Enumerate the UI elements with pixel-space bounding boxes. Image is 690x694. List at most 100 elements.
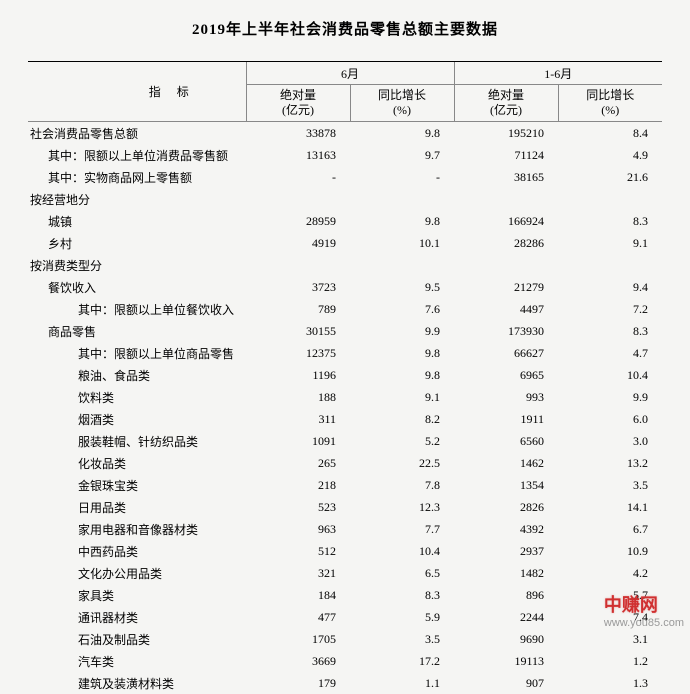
table-row: 社会消费品零售总额338789.81952108.4 — [28, 122, 662, 145]
cell-a2: 166924 — [454, 210, 558, 232]
cell-a1: 33878 — [246, 122, 350, 145]
cell-g2: 9.9 — [558, 386, 662, 408]
row-label: 石油及制品类 — [28, 628, 246, 650]
row-label: 粮油、食品类 — [28, 364, 246, 386]
table-row: 其中：限额以上单位餐饮收入7897.644977.2 — [28, 298, 662, 320]
cell-g2 — [558, 254, 662, 276]
row-label: 家用电器和音像器材类 — [28, 518, 246, 540]
cell-a2: 6965 — [454, 364, 558, 386]
cell-g1: 9.8 — [350, 342, 454, 364]
cell-g2: 10.9 — [558, 540, 662, 562]
cell-g2: 21.6 — [558, 166, 662, 188]
cell-a1: 188 — [246, 386, 350, 408]
cell-a1: 1196 — [246, 364, 350, 386]
row-label: 按经营地分 — [28, 188, 246, 210]
cell-g2: 1.2 — [558, 650, 662, 672]
cell-a2: 1482 — [454, 562, 558, 584]
table-row: 粮油、食品类11969.8696510.4 — [28, 364, 662, 386]
cell-a2: 4497 — [454, 298, 558, 320]
cell-g2: 4.7 — [558, 342, 662, 364]
row-label: 城镇 — [28, 210, 246, 232]
cell-a1: 477 — [246, 606, 350, 628]
table-row: 汽车类366917.2191131.2 — [28, 650, 662, 672]
table-row: 按消费类型分 — [28, 254, 662, 276]
table-row: 日用品类52312.3282614.1 — [28, 496, 662, 518]
page-title: 2019年上半年社会消费品零售总额主要数据 — [28, 18, 662, 39]
cell-a2: 9690 — [454, 628, 558, 650]
cell-a2 — [454, 254, 558, 276]
cell-g2: 14.1 — [558, 496, 662, 518]
cell-g1 — [350, 254, 454, 276]
cell-a2: 2244 — [454, 606, 558, 628]
cell-a1: 311 — [246, 408, 350, 430]
cell-a1 — [246, 188, 350, 210]
cell-g1: 3.5 — [350, 628, 454, 650]
table-row: 建筑及装潢材料类1791.19071.3 — [28, 672, 662, 694]
cell-a2: 19113 — [454, 650, 558, 672]
cell-a1: 30155 — [246, 320, 350, 342]
cell-g1: 17.2 — [350, 650, 454, 672]
cell-a1: 3723 — [246, 276, 350, 298]
cell-g2: 3.1 — [558, 628, 662, 650]
growth2-header: 同比增长(%) — [558, 85, 662, 122]
cell-g1: 9.7 — [350, 144, 454, 166]
cell-a1: 265 — [246, 452, 350, 474]
cell-a1: 512 — [246, 540, 350, 562]
cell-a2: 4392 — [454, 518, 558, 540]
abs2-header: 绝对量(亿元) — [454, 85, 558, 122]
cell-g2: 3.5 — [558, 474, 662, 496]
row-label: 汽车类 — [28, 650, 246, 672]
cell-a2: 2937 — [454, 540, 558, 562]
cell-a1: 184 — [246, 584, 350, 606]
cell-a1: 789 — [246, 298, 350, 320]
table-row: 其中：限额以上单位消费品零售额131639.7711244.9 — [28, 144, 662, 166]
cell-a1: 218 — [246, 474, 350, 496]
indicator-header: 指标 — [28, 62, 246, 122]
table-row: 餐饮收入37239.5212799.4 — [28, 276, 662, 298]
cell-a2 — [454, 188, 558, 210]
abs1-header: 绝对量(亿元) — [246, 85, 350, 122]
cell-g1: 9.1 — [350, 386, 454, 408]
cell-a1: 523 — [246, 496, 350, 518]
cell-g1 — [350, 188, 454, 210]
cell-a2: 173930 — [454, 320, 558, 342]
cell-a1: 1091 — [246, 430, 350, 452]
cell-a2: 1911 — [454, 408, 558, 430]
cell-g1: 9.8 — [350, 122, 454, 145]
cell-g1: 7.7 — [350, 518, 454, 540]
row-label: 通讯器材类 — [28, 606, 246, 628]
cell-g2: 1.3 — [558, 672, 662, 694]
cell-g2: 8.3 — [558, 210, 662, 232]
cell-g2: 6.7 — [558, 518, 662, 540]
table-row: 家具类1848.38965.7 — [28, 584, 662, 606]
cell-g2: 6.0 — [558, 408, 662, 430]
cell-g2: 13.2 — [558, 452, 662, 474]
row-label: 社会消费品零售总额 — [28, 122, 246, 145]
row-label: 烟酒类 — [28, 408, 246, 430]
row-label: 其中：限额以上单位餐饮收入 — [28, 298, 246, 320]
cell-a2: 6560 — [454, 430, 558, 452]
table-row: 金银珠宝类2187.813543.5 — [28, 474, 662, 496]
cell-a2: 71124 — [454, 144, 558, 166]
table-row: 其中：限额以上单位商品零售123759.8666274.7 — [28, 342, 662, 364]
cell-g1: 8.2 — [350, 408, 454, 430]
cell-g1: 9.9 — [350, 320, 454, 342]
cell-g1: 12.3 — [350, 496, 454, 518]
table-row: 中西药品类51210.4293710.9 — [28, 540, 662, 562]
table-row: 石油及制品类17053.596903.1 — [28, 628, 662, 650]
row-label: 文化办公用品类 — [28, 562, 246, 584]
cell-a1 — [246, 254, 350, 276]
cell-a1: 4919 — [246, 232, 350, 254]
cell-a1: 179 — [246, 672, 350, 694]
cell-g1: 22.5 — [350, 452, 454, 474]
row-label: 服装鞋帽、针纺织品类 — [28, 430, 246, 452]
cell-a1: 3669 — [246, 650, 350, 672]
cell-a2: 2826 — [454, 496, 558, 518]
cell-g2: 8.4 — [558, 122, 662, 145]
row-label: 建筑及装潢材料类 — [28, 672, 246, 694]
cell-g2: 8.3 — [558, 320, 662, 342]
table-row: 按经营地分 — [28, 188, 662, 210]
table-row: 服装鞋帽、针纺织品类10915.265603.0 — [28, 430, 662, 452]
cell-g2: 7.4 — [558, 606, 662, 628]
cell-g2: 4.9 — [558, 144, 662, 166]
